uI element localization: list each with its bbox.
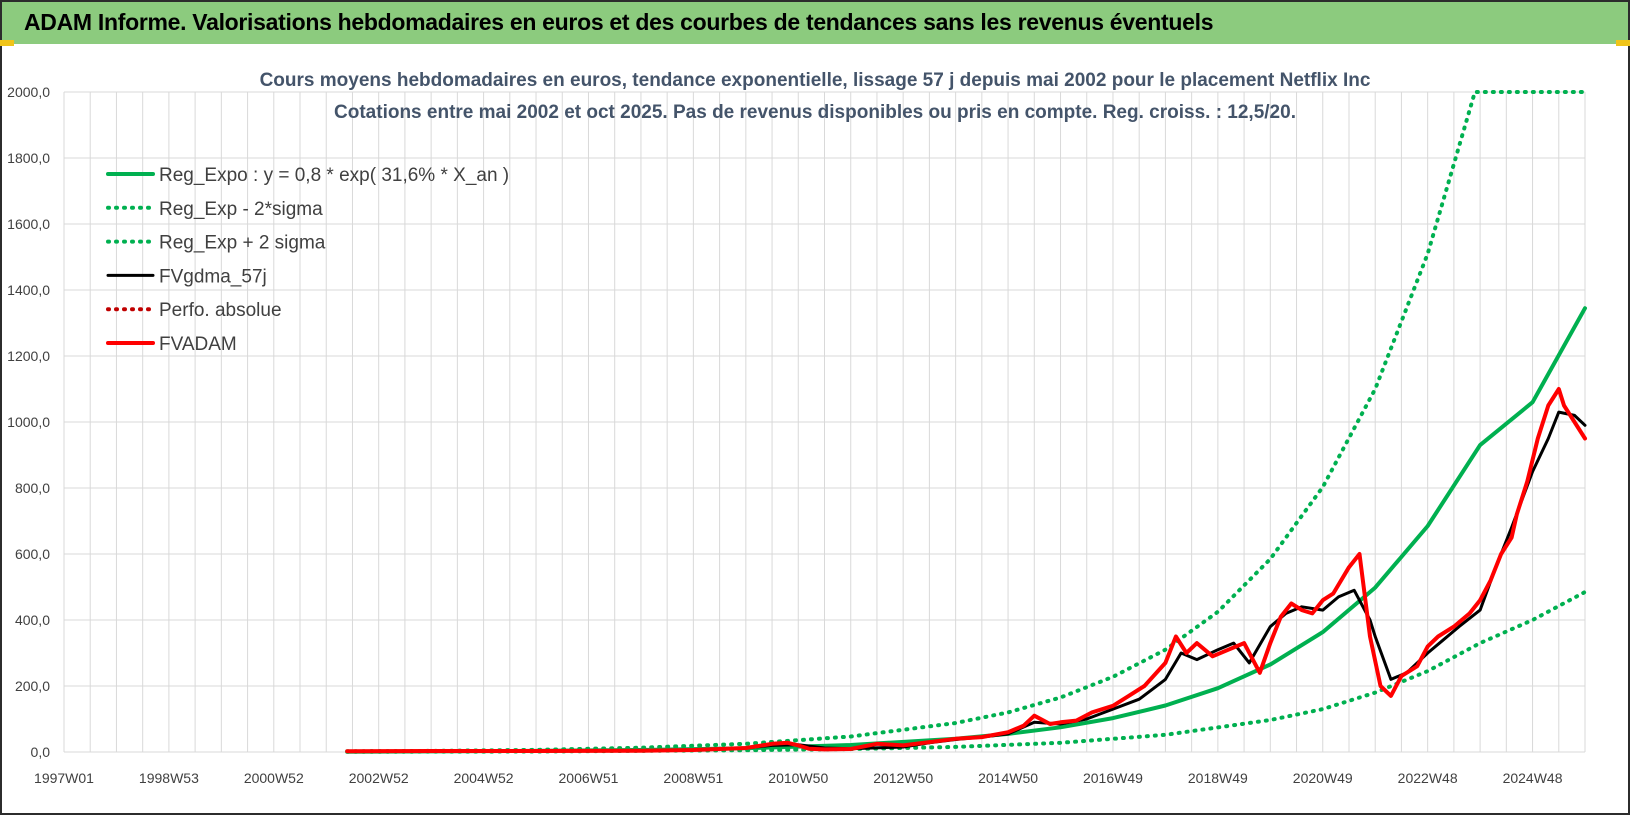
y-tick-label: 1200,0: [7, 348, 50, 364]
y-axis: 0,0 200,0 400,0 600,0 800,0 1000,0 1200,0 1400,…: [7, 84, 50, 760]
x-tick-label: 2022W48: [1398, 770, 1458, 786]
x-tick-label: 1997W01: [34, 770, 94, 786]
series-group: [345, 90, 1587, 754]
series-line-1: [345, 590, 1587, 754]
y-tick-label: 1400,0: [7, 282, 50, 298]
x-tick-label: 2002W52: [349, 770, 409, 786]
x-tick-label: 2020W49: [1293, 770, 1353, 786]
x-tick-label: 2024W48: [1503, 770, 1563, 786]
x-tick-label: 2016W49: [1083, 770, 1143, 786]
y-tick-label: 600,0: [15, 546, 50, 562]
series-line-2: [345, 90, 1587, 754]
header-bar: ADAM Informe. Valorisations hebdomadaire…: [2, 2, 1628, 44]
x-axis: 1997W01 1998W53 2000W52 2002W52 2004W52 2006W…: [34, 770, 1563, 786]
chart-title: Cours moyens hebdomadaires en euros, ten…: [260, 70, 1371, 91]
x-tick-label: 2000W52: [244, 770, 304, 786]
y-tick-label: 1800,0: [7, 150, 50, 166]
y-tick-label: 0,0: [31, 744, 51, 760]
legend-label: Reg_Expo : y = 0,8 * exp( 31,6% * X_an ): [159, 165, 509, 186]
page-title: ADAM Informe. Valorisations hebdomadaire…: [24, 9, 1214, 35]
chart-subtitle: Cotations entre mai 2002 et oct 2025. Pa…: [334, 102, 1296, 123]
legend-label: FVgdma_57j: [159, 266, 267, 287]
y-tick-label: 1600,0: [7, 216, 50, 232]
x-tick-label: 2014W50: [978, 770, 1038, 786]
corner-mark-left: [0, 40, 14, 46]
series-line-0: [345, 306, 1587, 754]
y-tick-label: 400,0: [15, 612, 50, 628]
y-tick-label: 200,0: [15, 678, 50, 694]
x-tick-label: 2010W50: [768, 770, 828, 786]
x-tick-label: 2012W50: [873, 770, 933, 786]
y-tick-label: 800,0: [15, 480, 50, 496]
series-line-5: [345, 387, 1587, 754]
x-tick-label: 1998W53: [139, 770, 199, 786]
x-tick-label: 2004W52: [454, 770, 514, 786]
y-tick-label: 2000,0: [7, 84, 50, 100]
x-tick-label: 2018W49: [1188, 770, 1248, 786]
legend-label: Reg_Exp + 2 sigma: [159, 233, 326, 254]
legend: Reg_Expo : y = 0,8 * exp( 31,6% * X_an )…: [106, 165, 509, 355]
y-tick-label: 1000,0: [7, 414, 50, 430]
x-tick-label: 2008W51: [663, 770, 723, 786]
x-tick-label: 2006W51: [559, 770, 619, 786]
series-line-3: [345, 410, 1587, 753]
corner-mark-right: [1616, 40, 1630, 46]
legend-label: Reg_Exp - 2*sigma: [159, 199, 323, 220]
legend-label: Perfo. absolue: [159, 300, 282, 321]
legend-label: FVADAM: [159, 334, 237, 355]
